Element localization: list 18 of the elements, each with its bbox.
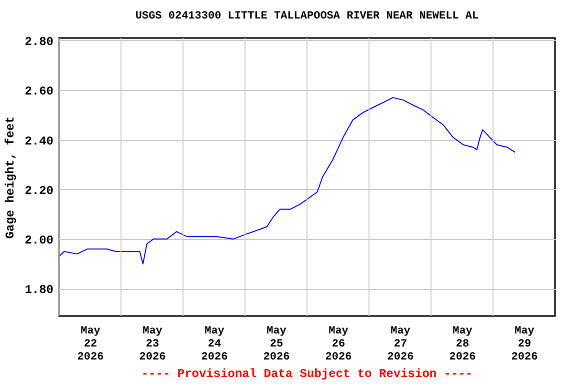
x-tick-label: May 25 2026 [263, 326, 290, 364]
y-tick-label: 2.80 [24, 34, 54, 49]
x-tick-label: May 22 2026 [77, 326, 104, 364]
y-tick-label: 2.20 [24, 184, 54, 198]
y-axis-title: Gage height, feet [4, 116, 18, 239]
y-tick-label: 2.40 [24, 134, 54, 148]
x-tick-label: May 26 2026 [325, 326, 352, 364]
text: ---- Provisional Data Subject to Revision ---- [140, 367, 474, 381]
x-tick-label: May 28 2026 [449, 326, 476, 364]
x-tick-label: May 24 2026 [201, 326, 228, 364]
x-tick-label: May 27 2026 [387, 326, 414, 364]
x-tick-label: May 23 2026 [139, 326, 166, 364]
y-tick-label: 2.00 [24, 234, 54, 248]
y-tick-label: 2.60 [24, 84, 54, 99]
y-tick-label: 1.80 [24, 283, 54, 298]
line-series [58, 97, 516, 264]
x-tick-label: May 29 2026 [511, 326, 538, 364]
chart-title: USGS 02413300 LITTLE TALLAPOOSA RIVER NEAR NEWELL AL [135, 10, 480, 22]
